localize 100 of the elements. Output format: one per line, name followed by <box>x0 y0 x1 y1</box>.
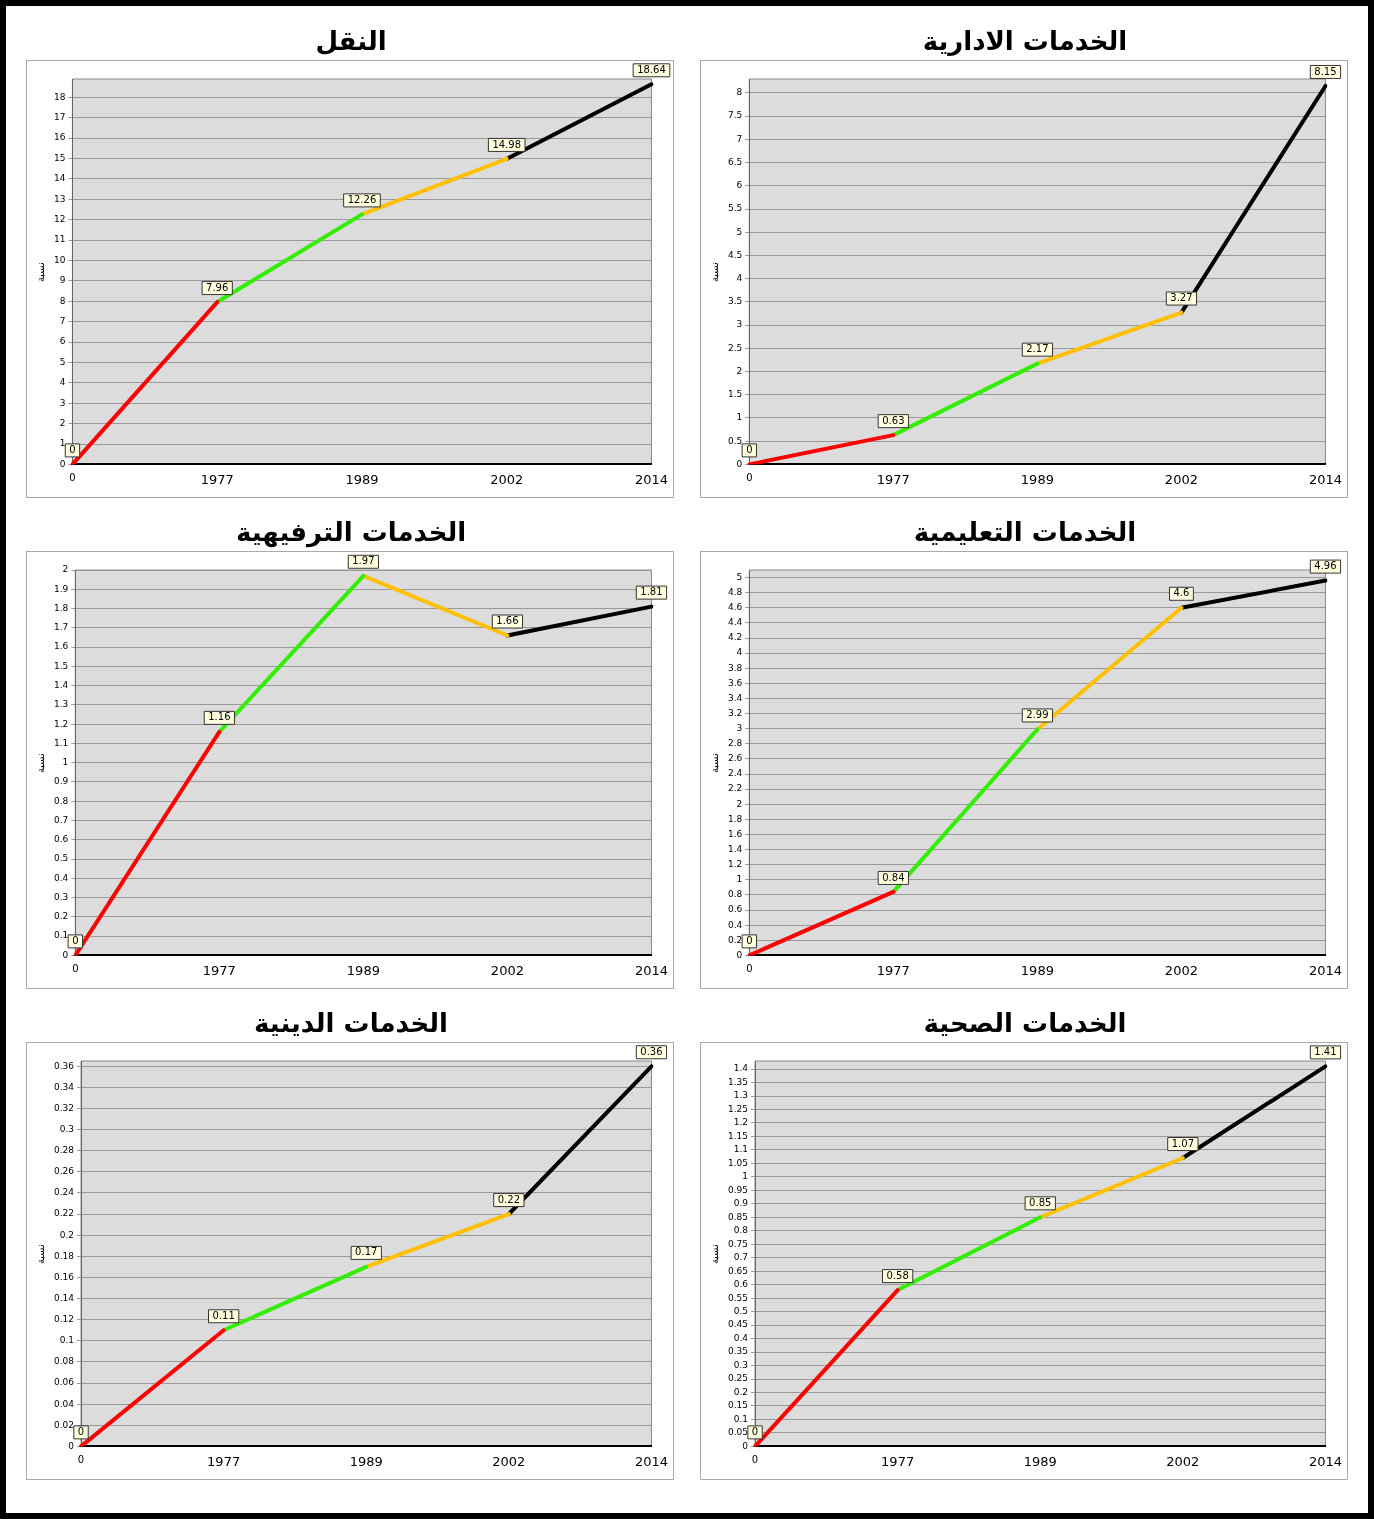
y-tick-label: 15 <box>54 152 66 163</box>
y-tick-label: 10 <box>54 254 66 265</box>
y-tick-label: 0.55 <box>727 1292 749 1303</box>
y-tick-label: 0.24 <box>53 1187 75 1198</box>
y-tick-label: 5 <box>59 356 66 367</box>
y-tick-label: 1.7 <box>53 622 69 633</box>
y-axis-title: نسبة <box>708 752 720 773</box>
y-tick-label: 0 <box>68 1440 75 1451</box>
y-tick-label: 2.6 <box>727 753 743 764</box>
data-label: 0.63 <box>882 414 905 426</box>
y-tick-label: 0.36 <box>53 1060 75 1071</box>
y-tick-label: 7 <box>736 133 743 144</box>
x-tick-label: 1989 <box>345 471 379 487</box>
y-tick-label: 0.14 <box>53 1292 75 1303</box>
y-tick-label: 0.15 <box>727 1400 749 1411</box>
x-tick-label: 2002 <box>490 962 524 978</box>
y-tick-label: 4 <box>59 377 66 388</box>
y-tick-label: 0.6 <box>53 834 69 845</box>
x-tick-label: 2002 <box>1166 1453 1200 1469</box>
chart-title: الخدمات التعليمية <box>912 517 1138 547</box>
y-tick-label: 3.5 <box>727 296 743 307</box>
y-tick-label: 0.6 <box>733 1279 749 1290</box>
y-axis-title: نسبة <box>708 1243 720 1264</box>
y-tick-label: 0.34 <box>53 1081 75 1092</box>
y-tick-label: 6 <box>736 180 743 191</box>
y-tick-label: 0.12 <box>53 1314 75 1325</box>
y-tick-label: 2.4 <box>727 768 743 779</box>
y-tick-label: 4 <box>736 647 743 658</box>
y-tick-label: 0.9 <box>733 1198 749 1209</box>
y-tick-label: 7 <box>59 316 66 326</box>
x-tick-label: 1977 <box>876 962 910 978</box>
y-tick-label: 1.2 <box>53 718 69 729</box>
x-tick-label: 1989 <box>1020 962 1054 978</box>
y-axis-title: نسبة <box>34 752 46 773</box>
x-tick-label: 2014 <box>1308 1453 1342 1469</box>
y-tick-label: 0.2 <box>59 1229 75 1240</box>
y-tick-label: 12 <box>54 214 66 225</box>
y-tick-label: 1 <box>62 757 69 768</box>
x-tick-label: 2002 <box>490 471 524 487</box>
y-tick-label: 0.06 <box>53 1377 75 1388</box>
y-tick-label: 0.8 <box>733 1225 749 1236</box>
x-tick-label: 2002 <box>1164 962 1198 978</box>
y-tick-label: 0.7 <box>733 1252 749 1263</box>
y-tick-label: 0.2 <box>53 911 69 922</box>
chart-title: الخدمات الادارية <box>921 26 1129 56</box>
y-tick-label: 1 <box>736 412 743 423</box>
y-tick-label: 0.18 <box>53 1250 75 1261</box>
y-axis-title: نسبة <box>34 1243 46 1264</box>
y-tick-label: 3 <box>736 319 743 330</box>
y-tick-label: 1.6 <box>727 828 743 839</box>
y-tick-label: 0.75 <box>727 1238 749 1249</box>
x-tick-label: 1977 <box>200 471 234 487</box>
y-tick-label: 1.5 <box>53 660 69 671</box>
y-tick-label: 14 <box>54 173 66 184</box>
y-tick-label: 0.8 <box>53 795 69 806</box>
chart-title: الخدمات الصحية <box>922 1008 1128 1038</box>
data-label: 1.41 <box>1314 1045 1337 1057</box>
x-tick-label: 1977 <box>207 1453 241 1469</box>
x-tick-label: 1977 <box>881 1453 915 1469</box>
y-tick-label: 0.6 <box>727 904 743 915</box>
y-tick-label: 1.8 <box>53 602 69 613</box>
y-tick-label: 0.8 <box>727 889 743 900</box>
data-label: 14.98 <box>492 138 522 150</box>
y-tick-label: 0.85 <box>727 1211 749 1222</box>
y-tick-label: 2 <box>62 564 69 575</box>
x-tick-label: 1989 <box>349 1453 383 1469</box>
y-tick-label: 0.28 <box>53 1145 75 1156</box>
y-tick-label: 0.26 <box>53 1166 75 1177</box>
y-tick-label: 0.5 <box>727 435 743 446</box>
chart-title: الخدمات الدينية <box>253 1008 449 1038</box>
y-tick-label: 0.45 <box>727 1319 749 1330</box>
y-tick-label: 1.05 <box>727 1157 749 1168</box>
data-label: 1.97 <box>352 555 375 567</box>
data-label: 4.96 <box>1314 560 1337 572</box>
data-label: 2.17 <box>1026 343 1049 355</box>
y-tick-label: 0.32 <box>53 1102 75 1113</box>
y-tick-label: 18 <box>54 91 66 102</box>
y-tick-label: 0.4 <box>733 1332 749 1343</box>
y-tick-label: 0.16 <box>53 1271 75 1282</box>
y-tick-label: 0.9 <box>53 776 69 787</box>
data-label: 1.07 <box>1171 1137 1194 1149</box>
y-tick-label: 0.04 <box>53 1398 75 1409</box>
y-tick-label: 4.4 <box>727 617 743 628</box>
y-tick-label: 4.5 <box>727 249 743 260</box>
x-tick-label: 1989 <box>346 962 380 978</box>
data-label: 0.85 <box>1029 1196 1052 1208</box>
data-label: 0.22 <box>497 1193 520 1205</box>
chart-title: الخدمات الترفيهية <box>234 517 468 547</box>
y-tick-label: 3.8 <box>727 662 743 673</box>
data-label: 3.27 <box>1170 292 1193 304</box>
y-tick-label: 1.4 <box>727 843 743 854</box>
data-label: 12.26 <box>347 193 377 205</box>
y-tick-label: 2.2 <box>727 783 743 794</box>
x-tick-label: 2014 <box>1308 962 1342 978</box>
y-tick-label: 1.3 <box>733 1090 749 1101</box>
y-tick-label: 0.2 <box>727 934 743 945</box>
y-tick-label: 1 <box>736 874 743 885</box>
y-tick-label: 1.1 <box>733 1144 749 1155</box>
y-tick-label: 6 <box>59 336 66 347</box>
y-tick-label: 1 <box>59 438 66 449</box>
